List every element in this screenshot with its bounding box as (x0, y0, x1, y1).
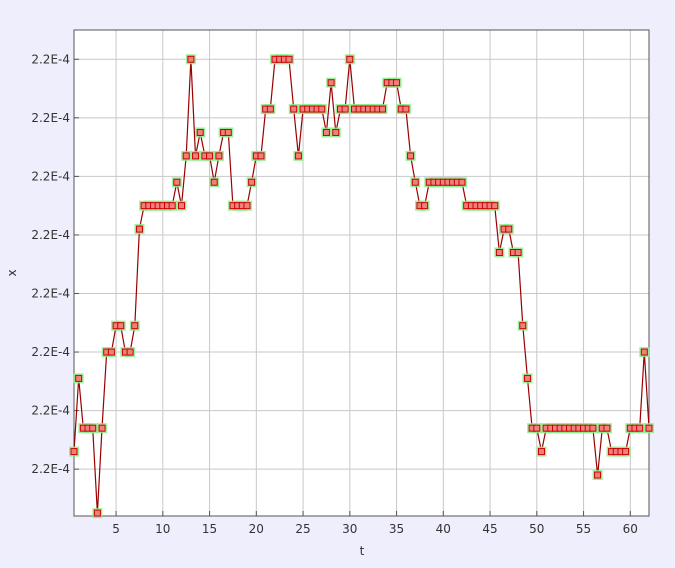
x-tick-label: 40 (436, 522, 451, 536)
data-point (322, 128, 330, 136)
data-point (210, 178, 218, 186)
y-tick-label: 2.2E-4 (31, 169, 70, 183)
x-tick-label: 60 (623, 522, 638, 536)
data-point (318, 105, 326, 113)
data-point (285, 55, 293, 63)
data-point (224, 128, 232, 136)
x-tick-label: 15 (202, 522, 217, 536)
x-tick-label: 45 (482, 522, 497, 536)
data-point (290, 105, 298, 113)
data-point (117, 322, 125, 330)
x-axis-label: t (360, 544, 365, 558)
data-point (215, 152, 223, 160)
data-point (505, 225, 513, 233)
data-point (327, 79, 335, 87)
data-point (640, 348, 648, 356)
data-point (294, 152, 302, 160)
data-point (491, 202, 499, 210)
data-point (75, 374, 83, 382)
data-point (622, 448, 630, 456)
y-tick-label: 2.2E-4 (31, 228, 70, 242)
data-point (187, 55, 195, 63)
data-point (537, 448, 545, 456)
y-tick-label: 2.2E-4 (31, 404, 70, 418)
x-tick-label: 30 (342, 522, 357, 536)
data-point (589, 424, 597, 432)
data-point (407, 152, 415, 160)
plot-background (74, 30, 649, 516)
x-tick-label: 10 (155, 522, 170, 536)
data-point (411, 178, 419, 186)
x-tick-label: 55 (576, 522, 591, 536)
data-point (421, 202, 429, 210)
data-point (89, 424, 97, 432)
data-series (69, 54, 654, 519)
data-point (70, 448, 78, 456)
data-point (107, 348, 115, 356)
x-tick-label: 35 (389, 522, 404, 536)
data-point (514, 249, 522, 257)
axis-ticks: 5 10 15 20 25 30 35 40 45 50 55 60 2.2E-4 2.2E-4 2.2E-… (31, 52, 638, 536)
data-point (645, 424, 653, 432)
data-point (523, 374, 531, 382)
plot-frame (73, 29, 650, 517)
y-tick-label: 2.2E-4 (31, 111, 70, 125)
data-point (135, 225, 143, 233)
data-point (379, 105, 387, 113)
data-point (248, 178, 256, 186)
data-point (636, 424, 644, 432)
y-axis-label: x (5, 269, 19, 276)
data-point (266, 105, 274, 113)
y-tick-label: 2.2E-4 (31, 52, 70, 66)
data-point (131, 322, 139, 330)
data-point (458, 178, 466, 186)
data-point (196, 128, 204, 136)
data-point (402, 105, 410, 113)
x-tick-label: 20 (249, 522, 264, 536)
y-tick-label: 2.2E-4 (31, 345, 70, 359)
data-point (341, 105, 349, 113)
data-point (178, 202, 186, 210)
y-tick-label: 2.2E-4 (31, 462, 70, 476)
data-point (182, 152, 190, 160)
data-point (495, 249, 503, 257)
data-point (243, 202, 251, 210)
data-point (393, 79, 401, 87)
data-point (206, 152, 214, 160)
data-point (519, 322, 527, 330)
x-tick-label: 25 (295, 522, 310, 536)
data-point (594, 471, 602, 479)
y-tick-label: 2.2E-4 (31, 286, 70, 300)
data-point (257, 152, 265, 160)
data-point (332, 128, 340, 136)
data-point (533, 424, 541, 432)
data-point (603, 424, 611, 432)
data-point (173, 178, 181, 186)
data-point (346, 55, 354, 63)
data-point (192, 152, 200, 160)
data-point (168, 202, 176, 210)
data-point (93, 509, 101, 517)
data-point (126, 348, 134, 356)
data-point (98, 424, 106, 432)
x-tick-label: 5 (112, 522, 120, 536)
x-tick-label: 50 (529, 522, 544, 536)
